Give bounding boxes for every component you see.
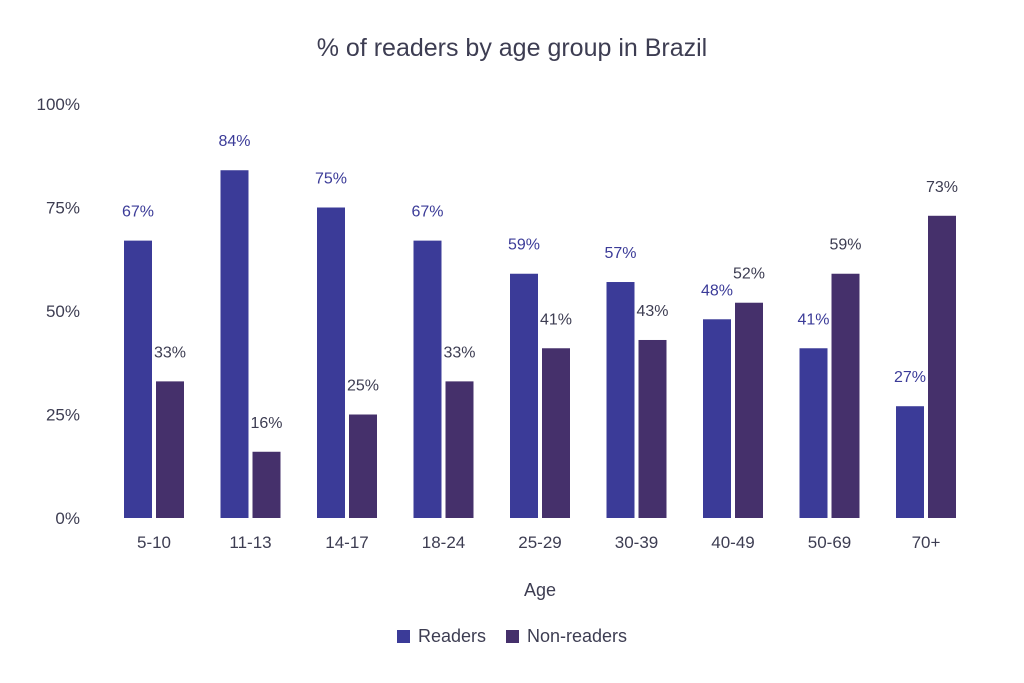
bar-non-readers [735,302,763,518]
y-tick-label: 25% [46,406,80,425]
data-label-readers: 59% [508,237,540,254]
bar-readers [220,170,249,519]
data-label-readers: 48% [701,282,733,299]
x-tick-label: 40-49 [711,533,754,552]
bar-readers [124,240,152,518]
bar-readers [703,319,731,518]
y-tick-label: 100% [37,95,80,114]
bar-non-readers [252,451,281,518]
y-tick-label: 75% [46,199,80,218]
data-label-readers: 57% [604,245,636,262]
bar-readers [606,282,635,518]
data-label-readers: 27% [894,369,926,386]
bar-readers [799,348,828,518]
y-tick-label: 0% [55,509,80,528]
x-axis-label: Age [523,580,557,600]
bar-non-readers [831,273,860,518]
legend-label-non-readers: Non-readers [527,626,628,646]
data-label-readers: 67% [122,204,154,221]
data-label-readers: 41% [797,311,829,328]
data-label-non-readers: 16% [250,415,282,432]
data-label-non-readers: 43% [636,303,668,320]
bar-non-readers [542,348,570,518]
legend: Readers Non-readers [0,626,1024,647]
data-label-non-readers: 73% [926,179,958,196]
data-label-readers: 75% [315,171,347,188]
y-tick-label: 50% [46,302,80,321]
legend-label-readers: Readers [417,626,486,646]
data-label-readers: 67% [411,204,443,221]
x-tick-label: 30-39 [615,533,658,552]
legend-swatch-readers [396,630,410,643]
x-tick-label: 5-10 [137,533,171,552]
x-tick-label: 18-24 [422,533,465,552]
bar-readers [413,240,442,518]
bar-non-readers [445,381,474,518]
data-label-non-readers: 59% [829,237,861,254]
x-tick-label: 14-17 [325,533,368,552]
legend-item-readers: Readers [396,626,486,647]
bar-readers [317,207,345,518]
bar-non-readers [156,381,184,518]
data-label-non-readers: 52% [733,266,765,283]
bar-non-readers [928,215,956,518]
bar-non-readers [638,339,667,518]
x-tick-label: 50-69 [808,533,851,552]
data-label-non-readers: 25% [347,378,379,395]
data-label-non-readers: 41% [540,311,572,328]
x-tick-label: 11-13 [229,533,271,552]
data-label-non-readers: 33% [443,344,475,361]
x-tick-label: 25-29 [518,533,561,552]
bar-readers [510,273,538,518]
bar-readers [896,406,924,518]
chart-title: % of readers by age group in Brazil [316,34,708,62]
x-tick-label: 70+ [912,533,941,552]
data-label-non-readers: 33% [154,344,186,361]
bar-non-readers [349,414,377,518]
legend-item-non-readers: Non-readers [506,626,627,647]
data-label-readers: 84% [218,133,250,150]
legend-swatch-non-readers [506,630,519,643]
